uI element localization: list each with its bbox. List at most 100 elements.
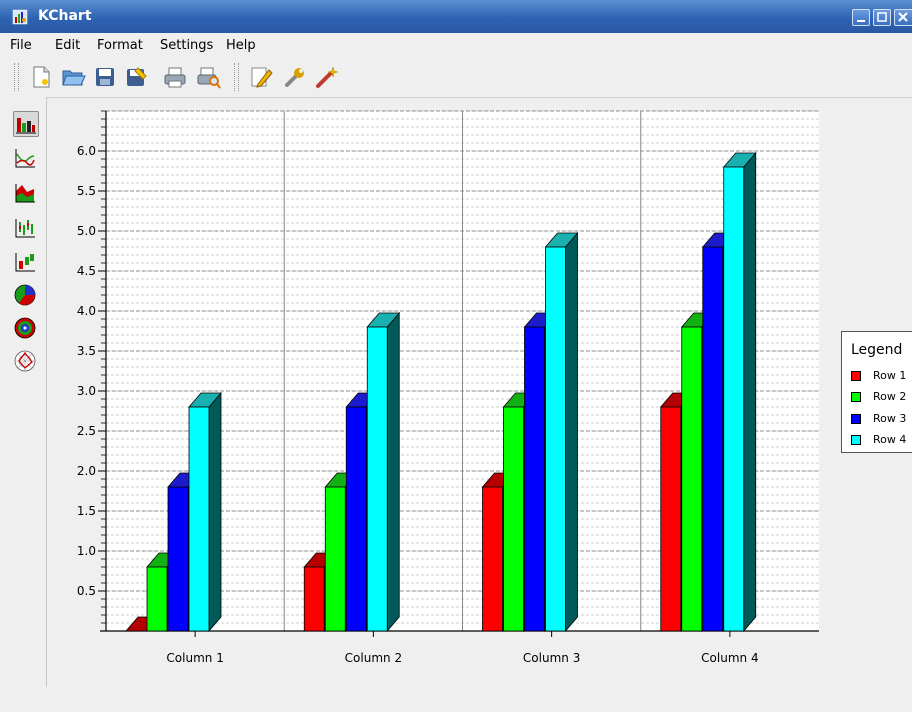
edit-icon: [251, 67, 273, 88]
x-tick-label: Column 1: [166, 651, 223, 665]
y-tick-label: 2.0: [77, 464, 96, 478]
open-button[interactable]: [60, 64, 86, 90]
y-tick-label: 3.0: [77, 384, 96, 398]
legend[interactable]: Legend Row 1 Row 2 Row 3 Row 4: [841, 331, 912, 453]
bar-front: [345, 406, 367, 632]
save-as-icon: [127, 67, 147, 86]
y-tick-label: 3.5: [77, 344, 96, 358]
x-tick-label: Column 2: [345, 651, 402, 665]
bar-chart-icon: [16, 118, 36, 134]
bar-front: [188, 406, 210, 632]
chart-type-sidebar: [0, 97, 47, 687]
box-whisker-button[interactable]: [13, 250, 39, 276]
minimize-button[interactable]: [852, 9, 870, 26]
toolbar-separator: [234, 63, 239, 91]
y-tick-label: 5.5: [77, 184, 96, 198]
ring-chart-button[interactable]: [13, 316, 39, 342]
y-tick-label: 0.5: [77, 584, 96, 598]
bar-side: [565, 231, 578, 633]
save-icon: [96, 68, 114, 86]
wizard-icon: [316, 66, 339, 88]
close-icon: [898, 12, 908, 22]
menu-file[interactable]: File: [10, 38, 32, 53]
save-button[interactable]: [92, 64, 118, 90]
new-icon: [33, 66, 50, 88]
line-chart-icon: [15, 149, 35, 168]
bar-front: [702, 246, 724, 632]
area-chart-icon: [15, 184, 35, 203]
bar-front: [146, 566, 168, 632]
bar-front: [167, 486, 189, 632]
chart-area: 0.5 1.0 1.5 2.0 2.5 3.0 3.5 4.0 4.5 5.0 5.5 6.0 Colu…: [47, 98, 912, 712]
legend-label: Row 2: [873, 390, 907, 403]
bar-front: [723, 166, 745, 632]
x-tick-label: Column 3: [523, 651, 580, 665]
legend-label: Row 1: [873, 369, 907, 382]
menu-bar: File Edit Format Settings Help: [0, 33, 912, 57]
title-bar: KChart: [0, 0, 912, 33]
wizard-button[interactable]: [314, 64, 340, 90]
polar-chart-button[interactable]: [13, 349, 39, 375]
maximize-icon: [877, 12, 887, 22]
bar-side: [743, 151, 757, 633]
y-tick-label: 2.5: [77, 424, 96, 438]
polar-chart-icon: [14, 350, 36, 372]
y-tick-label: 1.5: [77, 504, 96, 518]
edit-data-button[interactable]: [248, 64, 274, 90]
menu-format[interactable]: Format: [97, 38, 143, 53]
legend-swatch: [851, 392, 861, 402]
pie-chart-button[interactable]: [13, 283, 39, 309]
bar-chart-button[interactable]: [13, 111, 39, 137]
legend-swatch: [851, 371, 861, 381]
new-button[interactable]: [28, 64, 54, 90]
save-as-button[interactable]: [124, 64, 150, 90]
legend-swatch: [851, 414, 861, 424]
kchart-app-icon: [12, 9, 28, 25]
menu-settings[interactable]: Settings: [160, 38, 214, 53]
print-icon: [164, 67, 186, 88]
menu-edit[interactable]: Edit: [55, 38, 81, 53]
y-tick-label: 6.0: [77, 144, 96, 158]
area-chart-button[interactable]: [13, 181, 39, 207]
print-preview-button[interactable]: [196, 64, 222, 90]
bar-front: [524, 326, 545, 632]
y-tick-label: 1.0: [77, 544, 96, 558]
bar-front: [503, 406, 524, 632]
open-icon: [62, 70, 86, 86]
box-whisker-icon: [15, 253, 35, 272]
y-tick-label: 5.0: [77, 224, 96, 238]
hilo-chart-icon: [15, 219, 35, 238]
x-tick-label: Column 4: [701, 651, 758, 665]
bar-front: [303, 566, 325, 632]
configure-icon: [285, 68, 304, 87]
y-tick-label: 4.0: [77, 304, 96, 318]
legend-swatch: [851, 435, 861, 445]
bar-front: [681, 326, 703, 632]
close-button[interactable]: [894, 9, 912, 26]
bar-front: [545, 246, 566, 632]
bar-front: [366, 326, 388, 632]
configure-button[interactable]: [282, 64, 308, 90]
main-toolbar: [0, 57, 912, 98]
menu-help[interactable]: Help: [226, 38, 256, 53]
ring-chart-icon: [14, 317, 36, 339]
legend-title: Legend: [851, 342, 903, 358]
bar-front: [482, 486, 503, 632]
hilo-chart-button[interactable]: [13, 216, 39, 242]
bar-side: [208, 391, 222, 633]
bar-chart: 0.5 1.0 1.5 2.0 2.5 3.0 3.5 4.0 4.5 5.0 5.5 6.0 Colu…: [77, 110, 819, 665]
y-tick-label: 4.5: [77, 264, 96, 278]
line-chart-button[interactable]: [13, 146, 39, 172]
print-button[interactable]: [162, 64, 188, 90]
bar-side: [386, 311, 400, 633]
toolbar-handle[interactable]: [14, 63, 19, 91]
maximize-button[interactable]: [873, 9, 891, 26]
legend-label: Row 4: [873, 433, 907, 446]
bar-front: [660, 406, 682, 632]
pie-chart-icon: [14, 284, 36, 306]
minimize-icon: [857, 20, 865, 22]
window-title: KChart: [38, 8, 92, 24]
print-preview-icon: [197, 67, 221, 89]
bar-front: [324, 486, 346, 632]
legend-label: Row 3: [873, 412, 907, 425]
